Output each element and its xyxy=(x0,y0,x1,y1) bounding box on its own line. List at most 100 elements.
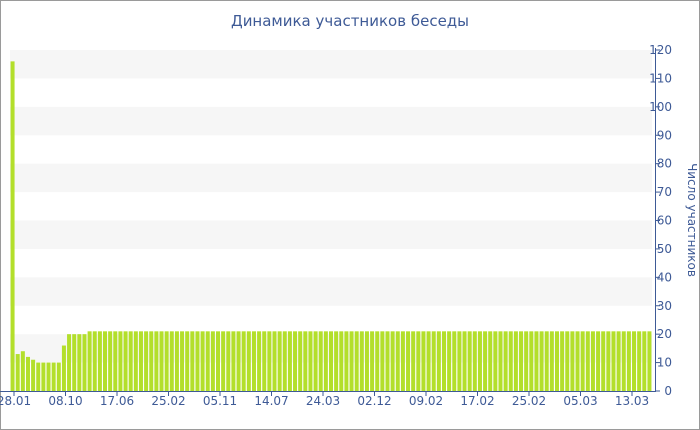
y-tick-label: 20 xyxy=(657,327,672,341)
bar xyxy=(46,362,51,391)
bar xyxy=(421,331,426,391)
bar xyxy=(390,331,395,391)
bar xyxy=(159,331,164,391)
bar xyxy=(411,331,416,391)
bar xyxy=(205,331,210,391)
bar xyxy=(447,331,452,391)
grid-band xyxy=(10,277,652,306)
y-tick-label: 80 xyxy=(657,157,672,171)
bar xyxy=(210,331,215,391)
bar xyxy=(580,331,585,391)
bar xyxy=(308,331,313,391)
bar xyxy=(524,331,529,391)
y-tick-label: 50 xyxy=(657,242,672,256)
x-tick-label: 25.02 xyxy=(512,394,546,408)
bar xyxy=(395,331,400,391)
bar xyxy=(226,331,231,391)
bar xyxy=(329,331,334,391)
bar xyxy=(97,331,102,391)
x-tick-label: 24.03 xyxy=(306,394,340,408)
bar xyxy=(549,331,554,391)
x-tick-label: 02.12 xyxy=(357,394,391,408)
bar xyxy=(513,331,518,391)
bar xyxy=(570,331,575,391)
y-tick-label: 120 xyxy=(649,43,672,57)
grid-band xyxy=(10,163,652,193)
bar xyxy=(10,61,15,392)
bar xyxy=(621,331,626,391)
y-tick-label: 110 xyxy=(649,71,672,85)
bar xyxy=(231,331,236,391)
bar xyxy=(133,331,138,391)
bar xyxy=(103,331,108,391)
bar xyxy=(452,331,457,391)
bar xyxy=(323,331,328,391)
bar xyxy=(339,331,344,391)
bar xyxy=(154,331,159,391)
bar xyxy=(416,331,421,391)
bar xyxy=(626,331,631,391)
bar xyxy=(462,331,467,391)
bar xyxy=(144,331,149,391)
y-tick-label: 60 xyxy=(657,214,672,228)
bar xyxy=(385,331,390,391)
bar xyxy=(293,331,298,391)
x-tick-label: 25.02 xyxy=(151,394,185,408)
bar xyxy=(15,354,20,391)
bar xyxy=(61,345,66,391)
bar xyxy=(25,356,30,391)
bar xyxy=(149,331,154,391)
bar xyxy=(380,331,385,391)
grid-band xyxy=(10,220,652,249)
bar xyxy=(354,331,359,391)
x-tick-label: 14.07 xyxy=(254,394,288,408)
bar xyxy=(277,331,282,391)
bar xyxy=(287,331,292,391)
bar xyxy=(246,331,251,391)
bar xyxy=(477,331,482,391)
bar xyxy=(118,331,123,391)
bar xyxy=(185,331,190,391)
bar xyxy=(282,331,287,391)
y-tick-label: 0 xyxy=(664,384,672,398)
x-tick-label: 09.02 xyxy=(409,394,443,408)
bar xyxy=(590,331,595,391)
bar xyxy=(575,331,580,391)
bar xyxy=(195,331,200,391)
grid-band xyxy=(10,106,652,136)
bar xyxy=(488,331,493,391)
x-tick-label: 17.06 xyxy=(100,394,134,408)
bar xyxy=(344,331,349,391)
bar xyxy=(539,331,544,391)
y-axis: 0 10 20 30 40 50 60 70 80 90 100 110 120 xyxy=(649,43,672,398)
bar xyxy=(251,331,256,391)
bar xyxy=(164,331,169,391)
bar xyxy=(565,331,570,391)
y-tick-label: 40 xyxy=(657,270,672,284)
bar xyxy=(318,331,323,391)
bar xyxy=(503,331,508,391)
y-tick-label: 10 xyxy=(657,356,672,370)
bar xyxy=(370,331,375,391)
bar xyxy=(364,331,369,391)
bar xyxy=(216,331,221,391)
bar xyxy=(257,331,262,391)
bar xyxy=(426,331,431,391)
bar xyxy=(334,331,339,391)
bar xyxy=(519,331,524,391)
bar xyxy=(359,331,364,391)
y-tick-label: 90 xyxy=(657,128,672,142)
bar xyxy=(472,331,477,391)
bar xyxy=(601,331,606,391)
bar xyxy=(647,331,652,391)
bar xyxy=(56,362,61,391)
bar xyxy=(108,331,113,391)
bar xyxy=(77,334,82,391)
bar xyxy=(349,331,354,391)
x-tick-label: 08.10 xyxy=(48,394,82,408)
bar xyxy=(169,331,174,391)
bar xyxy=(31,359,36,391)
bar xyxy=(41,362,46,391)
bar xyxy=(431,331,436,391)
bar xyxy=(138,331,143,391)
